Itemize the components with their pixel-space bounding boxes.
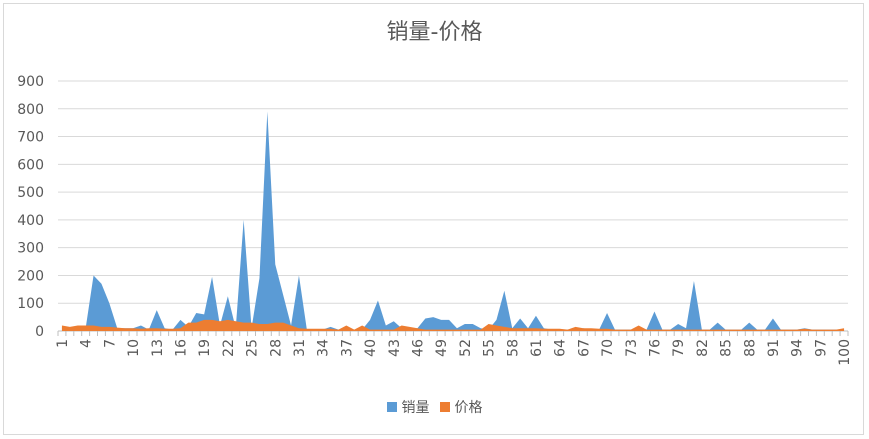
- x-tick-label: 82: [695, 339, 711, 357]
- x-tick-label: 10: [126, 339, 142, 357]
- chart-legend: 销量 价格: [0, 397, 869, 417]
- y-tick-label: 500: [17, 185, 44, 201]
- series-area-1: [61, 319, 845, 331]
- x-tick-label: 73: [624, 339, 640, 357]
- legend-label-sales: 销量: [401, 400, 430, 416]
- x-tick-label: 76: [647, 339, 663, 357]
- x-tick-label: 4: [79, 339, 95, 348]
- y-tick-label: 200: [17, 268, 44, 284]
- x-tick-label: 94: [790, 339, 806, 357]
- y-tick-label: 400: [17, 213, 44, 229]
- x-tick-label: 22: [221, 339, 237, 357]
- x-tick-label: 43: [387, 339, 403, 357]
- x-tick-label: 70: [600, 339, 616, 357]
- x-tick-label: 34: [316, 339, 332, 357]
- x-tick-label: 28: [268, 339, 284, 357]
- x-tick-label: 64: [553, 339, 569, 357]
- y-tick-label: 600: [17, 157, 44, 173]
- chart-title: 销量-价格: [386, 20, 483, 45]
- x-tick-label: 31: [292, 339, 308, 357]
- y-tick-label: 100: [17, 296, 44, 312]
- x-tick-label: 46: [410, 339, 426, 357]
- y-tick-label: 300: [17, 241, 44, 257]
- x-tick-label: 100: [837, 339, 853, 366]
- x-tick-label: 7: [102, 339, 118, 348]
- x-tick-label: 19: [197, 339, 213, 357]
- chart-frame: [3, 3, 864, 435]
- x-tick-label: 52: [458, 339, 474, 357]
- x-tick-label: 79: [671, 339, 687, 357]
- x-tick-label: 40: [363, 339, 379, 357]
- x-tick-label: 85: [719, 339, 735, 357]
- legend-label-price: 价格: [454, 400, 483, 416]
- x-tick-label: 88: [742, 339, 758, 357]
- y-tick-label: 900: [17, 74, 44, 90]
- x-tick-label: 49: [434, 339, 450, 357]
- legend-swatch-sales: [386, 402, 397, 412]
- x-tick-label: 58: [505, 339, 521, 357]
- series-area-0: [61, 111, 845, 331]
- legend-item-sales: 销量: [386, 397, 430, 417]
- x-tick-label: 67: [576, 339, 592, 357]
- x-tick-label: 91: [766, 339, 782, 357]
- y-tick-label: 800: [17, 102, 44, 118]
- y-tick-label: 0: [35, 324, 44, 340]
- x-tick-label: 97: [813, 339, 829, 357]
- legend-item-price: 价格: [439, 397, 483, 417]
- x-tick-label: 55: [482, 339, 498, 357]
- x-tick-label: 1: [55, 339, 71, 348]
- x-tick-label: 37: [339, 339, 355, 357]
- x-tick-label: 25: [245, 339, 261, 357]
- x-tick-label: 16: [173, 339, 189, 357]
- x-tick-label: 13: [150, 339, 166, 357]
- x-tick-label: 61: [529, 339, 545, 357]
- legend-swatch-price: [439, 402, 450, 412]
- y-tick-label: 700: [17, 130, 44, 146]
